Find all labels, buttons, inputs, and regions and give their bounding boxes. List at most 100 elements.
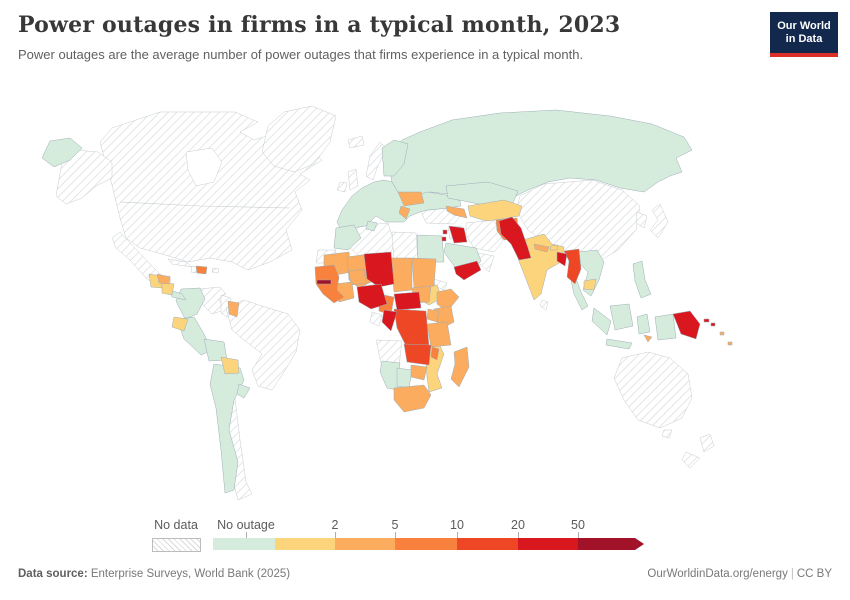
region-lebanon[interactable] [442,229,448,235]
legend-tick-mark [395,532,396,538]
region-java[interactable] [605,338,633,350]
owid-logo-line1: Our World [777,20,831,32]
region-fiji[interactable] [727,341,733,346]
region-haiti[interactable] [190,265,198,274]
region-balkans[interactable] [398,205,411,220]
region-zimbabwe[interactable] [410,364,428,381]
region-iceland[interactable] [347,135,365,149]
legend-tick-20: 20 [511,518,525,532]
us-canada-border [119,201,291,209]
region-west-bank-gaza[interactable] [441,236,447,242]
region-burkina-faso[interactable] [348,268,367,286]
legend-bin-no-outage[interactable] [213,538,276,550]
region-egypt[interactable] [416,234,445,263]
region-puerto-rico[interactable] [211,267,220,274]
region-nicaragua[interactable] [161,281,175,296]
region-pakistan[interactable] [498,216,532,261]
region-cambodia[interactable] [583,278,597,291]
region-myanmar[interactable] [563,248,582,285]
region-sulawesi[interactable] [636,313,651,335]
legend-bin-20-50[interactable] [518,538,579,550]
region-uk[interactable] [347,168,359,191]
region-colombia[interactable] [175,287,206,320]
region-romania-hungary[interactable] [397,191,425,207]
region-sudan[interactable] [411,257,437,289]
legend-bin-10-20[interactable] [457,538,519,550]
legend-tick-mark [457,532,458,538]
region-japan[interactable] [649,203,669,239]
region-solomon-islands-2[interactable] [710,322,716,327]
region-argentina[interactable] [209,363,245,494]
region-ireland[interactable] [336,181,348,193]
region-tanzania[interactable] [426,321,452,348]
region-new-zealand-south[interactable] [681,451,701,469]
region-morocco[interactable] [333,224,362,251]
region-paraguay[interactable] [220,356,240,375]
region-tasmania[interactable] [661,429,673,439]
region-ecuador[interactable] [171,316,189,332]
region-sumatra[interactable] [591,307,612,336]
region-madagascar[interactable] [450,346,470,388]
region-new-zealand-north[interactable] [699,433,715,453]
region-honduras[interactable] [156,273,171,285]
region-bhutan[interactable] [549,244,559,251]
region-russia[interactable] [387,109,693,197]
region-korea[interactable] [635,211,648,229]
region-iraq[interactable] [448,225,468,244]
region-gambia[interactable] [316,279,332,285]
legend-bin-2-5[interactable] [335,538,396,550]
region-libya[interactable] [391,231,419,263]
legend-bin-5-10[interactable] [395,538,458,550]
region-brazil[interactable] [225,299,301,391]
region-tunisia[interactable] [365,220,378,232]
region-congo[interactable] [381,309,398,332]
region-niger[interactable] [363,251,395,288]
region-thailand-laos-vietnam[interactable] [577,249,605,297]
legend-tick-mark [335,532,336,538]
region-europe[interactable] [336,179,462,229]
region-vanuatu[interactable] [719,331,725,336]
region-namibia[interactable] [379,360,401,391]
owid-logo[interactable]: Our World in Data [770,12,838,57]
region-australia[interactable] [613,351,693,429]
region-timor[interactable] [643,334,653,343]
region-south-africa[interactable] [393,384,432,413]
region-central-african-republic[interactable] [393,291,422,311]
data-source-value: Enterprise Surveys, World Bank (2025) [87,568,291,580]
region-greenland[interactable] [261,105,337,173]
region-solomon-islands-1[interactable] [703,318,710,323]
region-botswana[interactable] [396,367,413,389]
region-dominican-republic[interactable] [195,265,208,275]
legend-no-data-label: No data [154,518,198,532]
region-malawi[interactable] [430,346,440,361]
region-nigeria[interactable] [356,283,388,310]
legend-no-data-swatch[interactable] [152,538,201,552]
region-west-papua[interactable] [654,313,677,341]
footer-license[interactable]: CC BY [796,568,832,580]
region-uganda[interactable] [426,308,440,323]
region-papua-new-guinea[interactable] [672,310,701,340]
legend-tick-mark [518,532,519,538]
region-sweden-finland[interactable] [381,139,409,177]
region-eritrea[interactable] [433,278,448,291]
region-mexico[interactable] [111,231,172,288]
region-chukotka-russia[interactable] [41,137,83,168]
legend-bin-lt2[interactable] [275,538,336,550]
region-bangladesh[interactable] [556,251,568,267]
region-dr-congo[interactable] [393,308,430,347]
region-borneo[interactable] [609,303,634,331]
region-sri-lanka[interactable] [539,299,549,311]
region-zambia[interactable] [403,343,432,366]
footer-url[interactable]: OurWorldinData.org/energy [647,568,788,580]
region-suriname[interactable] [227,300,240,318]
region-philippines[interactable] [632,260,652,299]
region-chad[interactable] [390,257,413,293]
legend-bin-gt50[interactable] [578,538,636,550]
region-yemen[interactable] [453,260,482,281]
region-uruguay[interactable] [236,383,251,399]
region-caucasus[interactable] [445,205,468,219]
region-somalia[interactable] [436,288,460,313]
region-gabon[interactable] [369,311,383,327]
region-nepal[interactable] [533,243,550,253]
